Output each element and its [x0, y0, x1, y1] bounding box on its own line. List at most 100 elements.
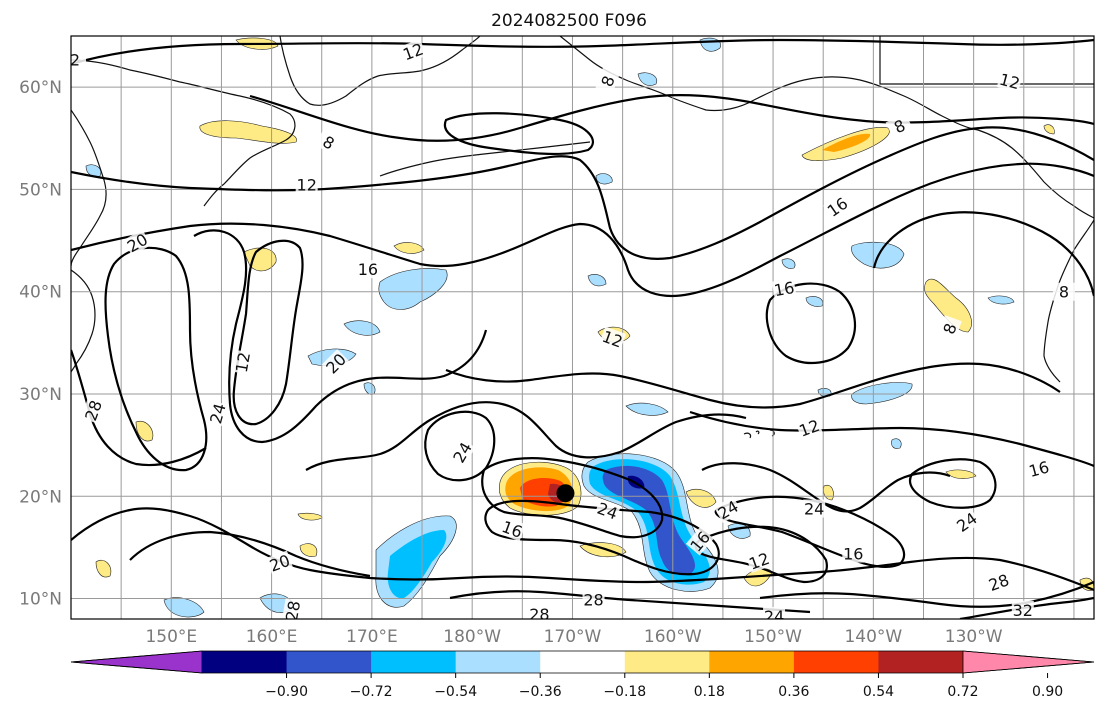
negative-patch [637, 72, 658, 86]
contour-label: 28 [529, 605, 549, 624]
contour-label-background [71, 50, 87, 69]
lon-label: 150°E [145, 627, 197, 647]
contour-label: 28 [282, 599, 304, 622]
lat-label: 20°N [19, 487, 62, 507]
alaska-coast [559, 36, 1094, 219]
contour-label-background [996, 69, 1023, 93]
contour-label-background [985, 569, 1013, 595]
negative-patch [163, 597, 205, 618]
colorbar-tick-label: −0.72 [350, 684, 393, 700]
contour-label-group: 16 [771, 277, 797, 300]
colorbar-segment [624, 651, 710, 673]
contour-12-west-loop [232, 239, 304, 426]
colorbar-tick-label: 0.36 [778, 684, 809, 700]
aleutian-islands [379, 141, 591, 177]
contour-20-central [305, 401, 747, 471]
negative-patch [805, 296, 824, 307]
negative-patch [587, 274, 607, 287]
contour-label-background [314, 129, 343, 156]
contour-label-background [952, 508, 981, 536]
contour-label-background [685, 527, 714, 556]
contour-label-group: 16 [842, 544, 865, 564]
lat-label: 40°N [19, 283, 62, 303]
contour-label: 2 [70, 51, 80, 70]
contour-label: 16 [773, 278, 796, 300]
contour-label-background [123, 229, 152, 256]
contour-label-group: 8 [1052, 282, 1075, 302]
contour-label-group: 2 [70, 50, 87, 70]
contour-16-south [689, 410, 1094, 468]
contour-label-background [885, 113, 914, 139]
contour-12-loop [443, 112, 594, 156]
shaded-anomaly-fields [85, 37, 1094, 618]
contour-label: 24 [764, 607, 784, 626]
contour-12-south [445, 362, 1061, 409]
figure-title: 2024082500 F096 [491, 11, 647, 31]
contour-label-background [763, 606, 786, 619]
contour-label-background [205, 400, 229, 427]
contour-label-background [582, 590, 605, 609]
contour-label-background [599, 326, 627, 351]
contour-24-west [193, 229, 488, 444]
contour-label-group: 16 [1025, 457, 1052, 481]
contour-label-background [771, 277, 797, 300]
contour-label-group: 28 [528, 604, 551, 624]
contour-20-south [129, 530, 371, 578]
negative-patch [625, 402, 669, 416]
colorbar-tick-label: 0.18 [694, 684, 725, 700]
map-frame [70, 35, 1095, 620]
negative-patch [378, 268, 448, 310]
contour-label-background [80, 396, 106, 424]
contour-label: 12 [297, 175, 317, 194]
lon-label: 140°W [844, 627, 902, 647]
latitude-labels: 60°N 50°N 40°N 30°N 20°N 10°N [19, 78, 62, 609]
positive-patch [299, 543, 318, 557]
colorbar-segment [878, 651, 964, 673]
coastlines [71, 36, 1094, 439]
contour-label-background [281, 598, 304, 619]
contour-28-bottom [449, 590, 811, 614]
contour-label-group: 24 [205, 400, 230, 427]
negative-anomaly-band-blue [602, 465, 696, 576]
colorbar-segment [286, 651, 372, 673]
contour-label-background [356, 260, 379, 279]
positive-patch [685, 489, 717, 508]
colorbar-segment [371, 651, 457, 673]
colorbar-segment [540, 651, 626, 673]
contour-label-group: 12 [295, 175, 318, 194]
contour-label: 24 [206, 401, 230, 426]
lat-label: 60°N [19, 78, 62, 98]
colorbar-segment [793, 651, 879, 673]
lon-label: 130°W [945, 627, 1003, 647]
negative-patch [85, 164, 102, 177]
lon-label: 160°W [644, 627, 702, 647]
contour-label: 12 [232, 351, 254, 374]
positive-patch [393, 242, 425, 254]
contour-label-background [937, 315, 962, 342]
negative-patch [343, 320, 381, 336]
positive-patch [945, 469, 977, 479]
contour-label-group: 12 [231, 349, 254, 375]
colorbar-tick-label: −0.18 [603, 684, 646, 700]
colorbar-tick-label: −0.90 [265, 684, 308, 700]
contour-label: 8 [1059, 283, 1069, 302]
contour-label-background [595, 67, 620, 95]
okhotsk-coast [71, 109, 107, 267]
positive-patch-orange [822, 133, 871, 152]
positive-patch [199, 120, 297, 144]
contour-label-background [295, 175, 318, 194]
contour-label-background [231, 349, 254, 375]
colorbar-segment [709, 651, 795, 673]
longitude-labels: 150°E 160°E 170°E 180°W 170°W 160°W 150°W 140°W… [145, 627, 1002, 647]
contour-label-group: 16 [356, 260, 379, 279]
north-america-coast [1043, 219, 1094, 383]
contour-label-group: 32 [1011, 600, 1034, 619]
colorbar-tick-label: 0.90 [1032, 684, 1063, 700]
contour-8-mid [249, 94, 1094, 142]
japan-coast [71, 269, 96, 373]
positive-patch [1043, 124, 1055, 135]
colorbar-outline [70, 650, 1095, 674]
contour-label: 16 [1027, 457, 1052, 481]
